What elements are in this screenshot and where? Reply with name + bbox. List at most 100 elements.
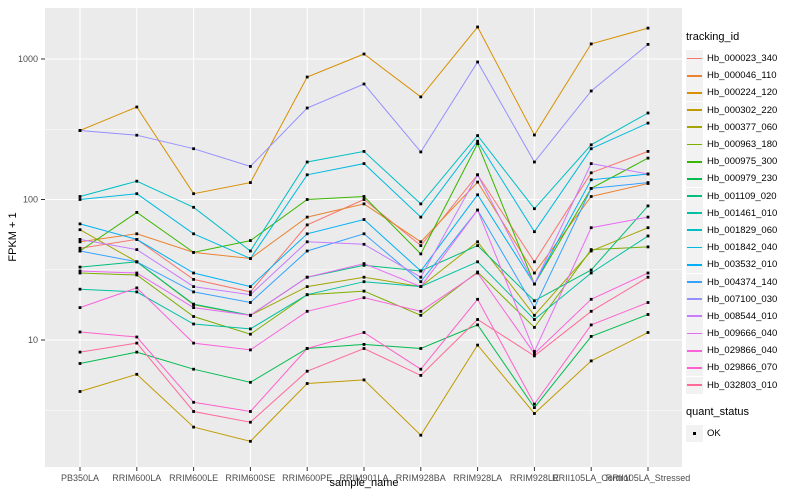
data-point-Hb_008544_010: [192, 285, 195, 288]
data-point-Hb_029866_070: [78, 330, 82, 334]
data-point-Hb_000023_340: [646, 150, 650, 153]
data-point-Hb_000975_300: [646, 156, 650, 160]
data-point-Hb_000979_230: [362, 343, 366, 346]
data-point-Hb_000023_340: [249, 290, 252, 294]
data-point-Hb_001842_040: [249, 257, 252, 260]
legend-item-label: Hb_009666_040: [707, 328, 778, 340]
data-point-Hb_001461_010: [362, 280, 366, 284]
line-swatch-icon: [687, 263, 702, 266]
data-point-Hb_000979_230: [135, 350, 139, 354]
data-point-Hb_001109_020: [192, 302, 195, 306]
data-point-Hb_000046_110: [78, 240, 82, 244]
data-point-Hb_001461_010: [476, 260, 479, 264]
data-point-Hb_032803_010: [78, 350, 82, 354]
data-point-Hb_000302_220: [135, 372, 139, 376]
data-point-Hb_007100_030: [305, 106, 309, 110]
data-point-Hb_001461_010: [589, 271, 593, 275]
data-point-Hb_001109_020: [589, 268, 593, 272]
line-color-key: [686, 204, 703, 222]
data-point-Hb_000979_230: [419, 347, 423, 350]
data-point-Hb_001842_040: [476, 139, 479, 143]
line-swatch-icon: [687, 332, 702, 335]
data-point-Hb_009666_040: [476, 208, 479, 212]
data-point-Hb_000046_110: [419, 240, 423, 244]
data-point-Hb_032803_010: [135, 341, 139, 345]
data-point-Hb_000302_220: [362, 378, 366, 382]
data-point-Hb_008544_010: [362, 242, 366, 246]
legend-item-Hb_001842_040: Hb_001842_040: [686, 239, 777, 257]
data-point-Hb_000975_300: [192, 251, 195, 254]
data-point-Hb_032803_010: [249, 420, 252, 424]
legend-item-Hb_001109_020: Hb_001109_020: [686, 187, 777, 205]
line-swatch-icon: [687, 366, 702, 369]
data-point-Hb_004374_140: [419, 280, 423, 284]
data-point-Hb_029866_040: [533, 352, 536, 355]
data-point-Hb_029866_070: [135, 335, 139, 339]
data-point-Hb_009666_040: [646, 215, 650, 219]
data-point-Hb_001461_010: [646, 234, 650, 238]
data-point-Hb_004374_140: [362, 232, 366, 236]
data-point-Hb_001842_040: [646, 121, 650, 125]
data-point-Hb_001842_040: [533, 230, 536, 234]
data-point-Hb_000963_180: [646, 245, 650, 249]
legend-title-quant-status: quant_status: [686, 405, 749, 418]
data-point-Hb_000377_060: [646, 226, 650, 230]
data-point-Hb_000975_300: [249, 239, 252, 242]
data-point-Hb_008544_010: [135, 248, 139, 251]
data-point-Hb_000046_110: [305, 215, 309, 219]
data-point-Hb_000302_220: [249, 439, 252, 443]
legend: tracking_id Hb_000023_340 Hb_000046_110 Hb…: [686, 31, 777, 442]
data-point-Hb_009666_040: [305, 275, 309, 279]
data-point-Hb_000302_220: [192, 425, 195, 429]
data-point-Hb_000023_340: [589, 171, 593, 175]
data-point-Hb_004374_140: [305, 249, 309, 253]
data-point-Hb_032803_010: [476, 318, 479, 321]
data-point-Hb_000302_220: [533, 412, 536, 415]
data-point-Hb_007100_030: [646, 43, 650, 46]
data-point-Hb_001829_060: [533, 207, 536, 211]
data-point-Hb_000302_220: [305, 382, 309, 385]
data-point-Hb_000377_060: [476, 240, 479, 244]
data-point-Hb_029866_070: [589, 323, 593, 327]
data-point-Hb_000979_230: [192, 367, 195, 371]
data-point-Hb_032803_010: [305, 369, 309, 373]
data-point-Hb_004374_140: [249, 301, 252, 304]
legend-title-tracking-id: tracking_id: [686, 31, 740, 43]
data-point-Hb_001829_060: [249, 249, 252, 253]
legend-items: Hb_000023_340 Hb_000046_110 Hb_000224_120 H…: [686, 50, 777, 394]
legend-item-Hb_000046_110: Hb_000046_110: [686, 67, 777, 85]
data-point-Hb_000963_180: [78, 271, 82, 275]
data-point-Hb_003532_010: [362, 218, 366, 221]
legend-item-label: Hb_029866_040: [707, 345, 778, 357]
data-point-Hb_029866_040: [419, 309, 423, 313]
data-point-Hb_001829_060: [646, 111, 650, 115]
data-point-Hb_000963_180: [419, 313, 423, 317]
data-point-Hb_000046_110: [533, 271, 536, 275]
legend-item-Hb_000302_220: Hb_000302_220: [686, 101, 777, 119]
data-point-Hb_000979_230: [249, 380, 252, 384]
line-color-key: [686, 153, 703, 171]
data-point-Hb_001842_040: [362, 162, 366, 165]
data-point-Hb_000023_340: [533, 260, 536, 264]
line-color-key: [686, 359, 703, 377]
ok-point-key: [686, 424, 703, 442]
data-point-Hb_000023_340: [78, 246, 82, 250]
legend-item-label: Hb_001109_020: [707, 190, 777, 202]
line-color-key: [686, 101, 703, 119]
data-point-Hb_000975_300: [135, 211, 139, 214]
data-point-Hb_007100_030: [249, 165, 252, 168]
legend-item-Hb_009666_040: Hb_009666_040: [686, 325, 778, 343]
line-color-key: [686, 256, 703, 274]
data-point-Hb_029866_040: [646, 271, 650, 275]
data-point-Hb_003532_010: [476, 193, 479, 197]
data-point-Hb_004374_140: [78, 249, 82, 253]
legend-item-Hb_029866_070: Hb_029866_070: [686, 359, 777, 377]
data-point-Hb_000023_340: [305, 223, 309, 227]
data-point-Hb_029866_070: [192, 400, 195, 404]
data-point-Hb_008544_010: [589, 162, 593, 165]
data-point-Hb_009666_040: [533, 350, 536, 353]
line-color-key: [686, 67, 703, 85]
line-swatch-icon: [687, 91, 702, 94]
line-color-key: [686, 325, 703, 343]
data-point-Hb_001109_020: [78, 265, 82, 269]
